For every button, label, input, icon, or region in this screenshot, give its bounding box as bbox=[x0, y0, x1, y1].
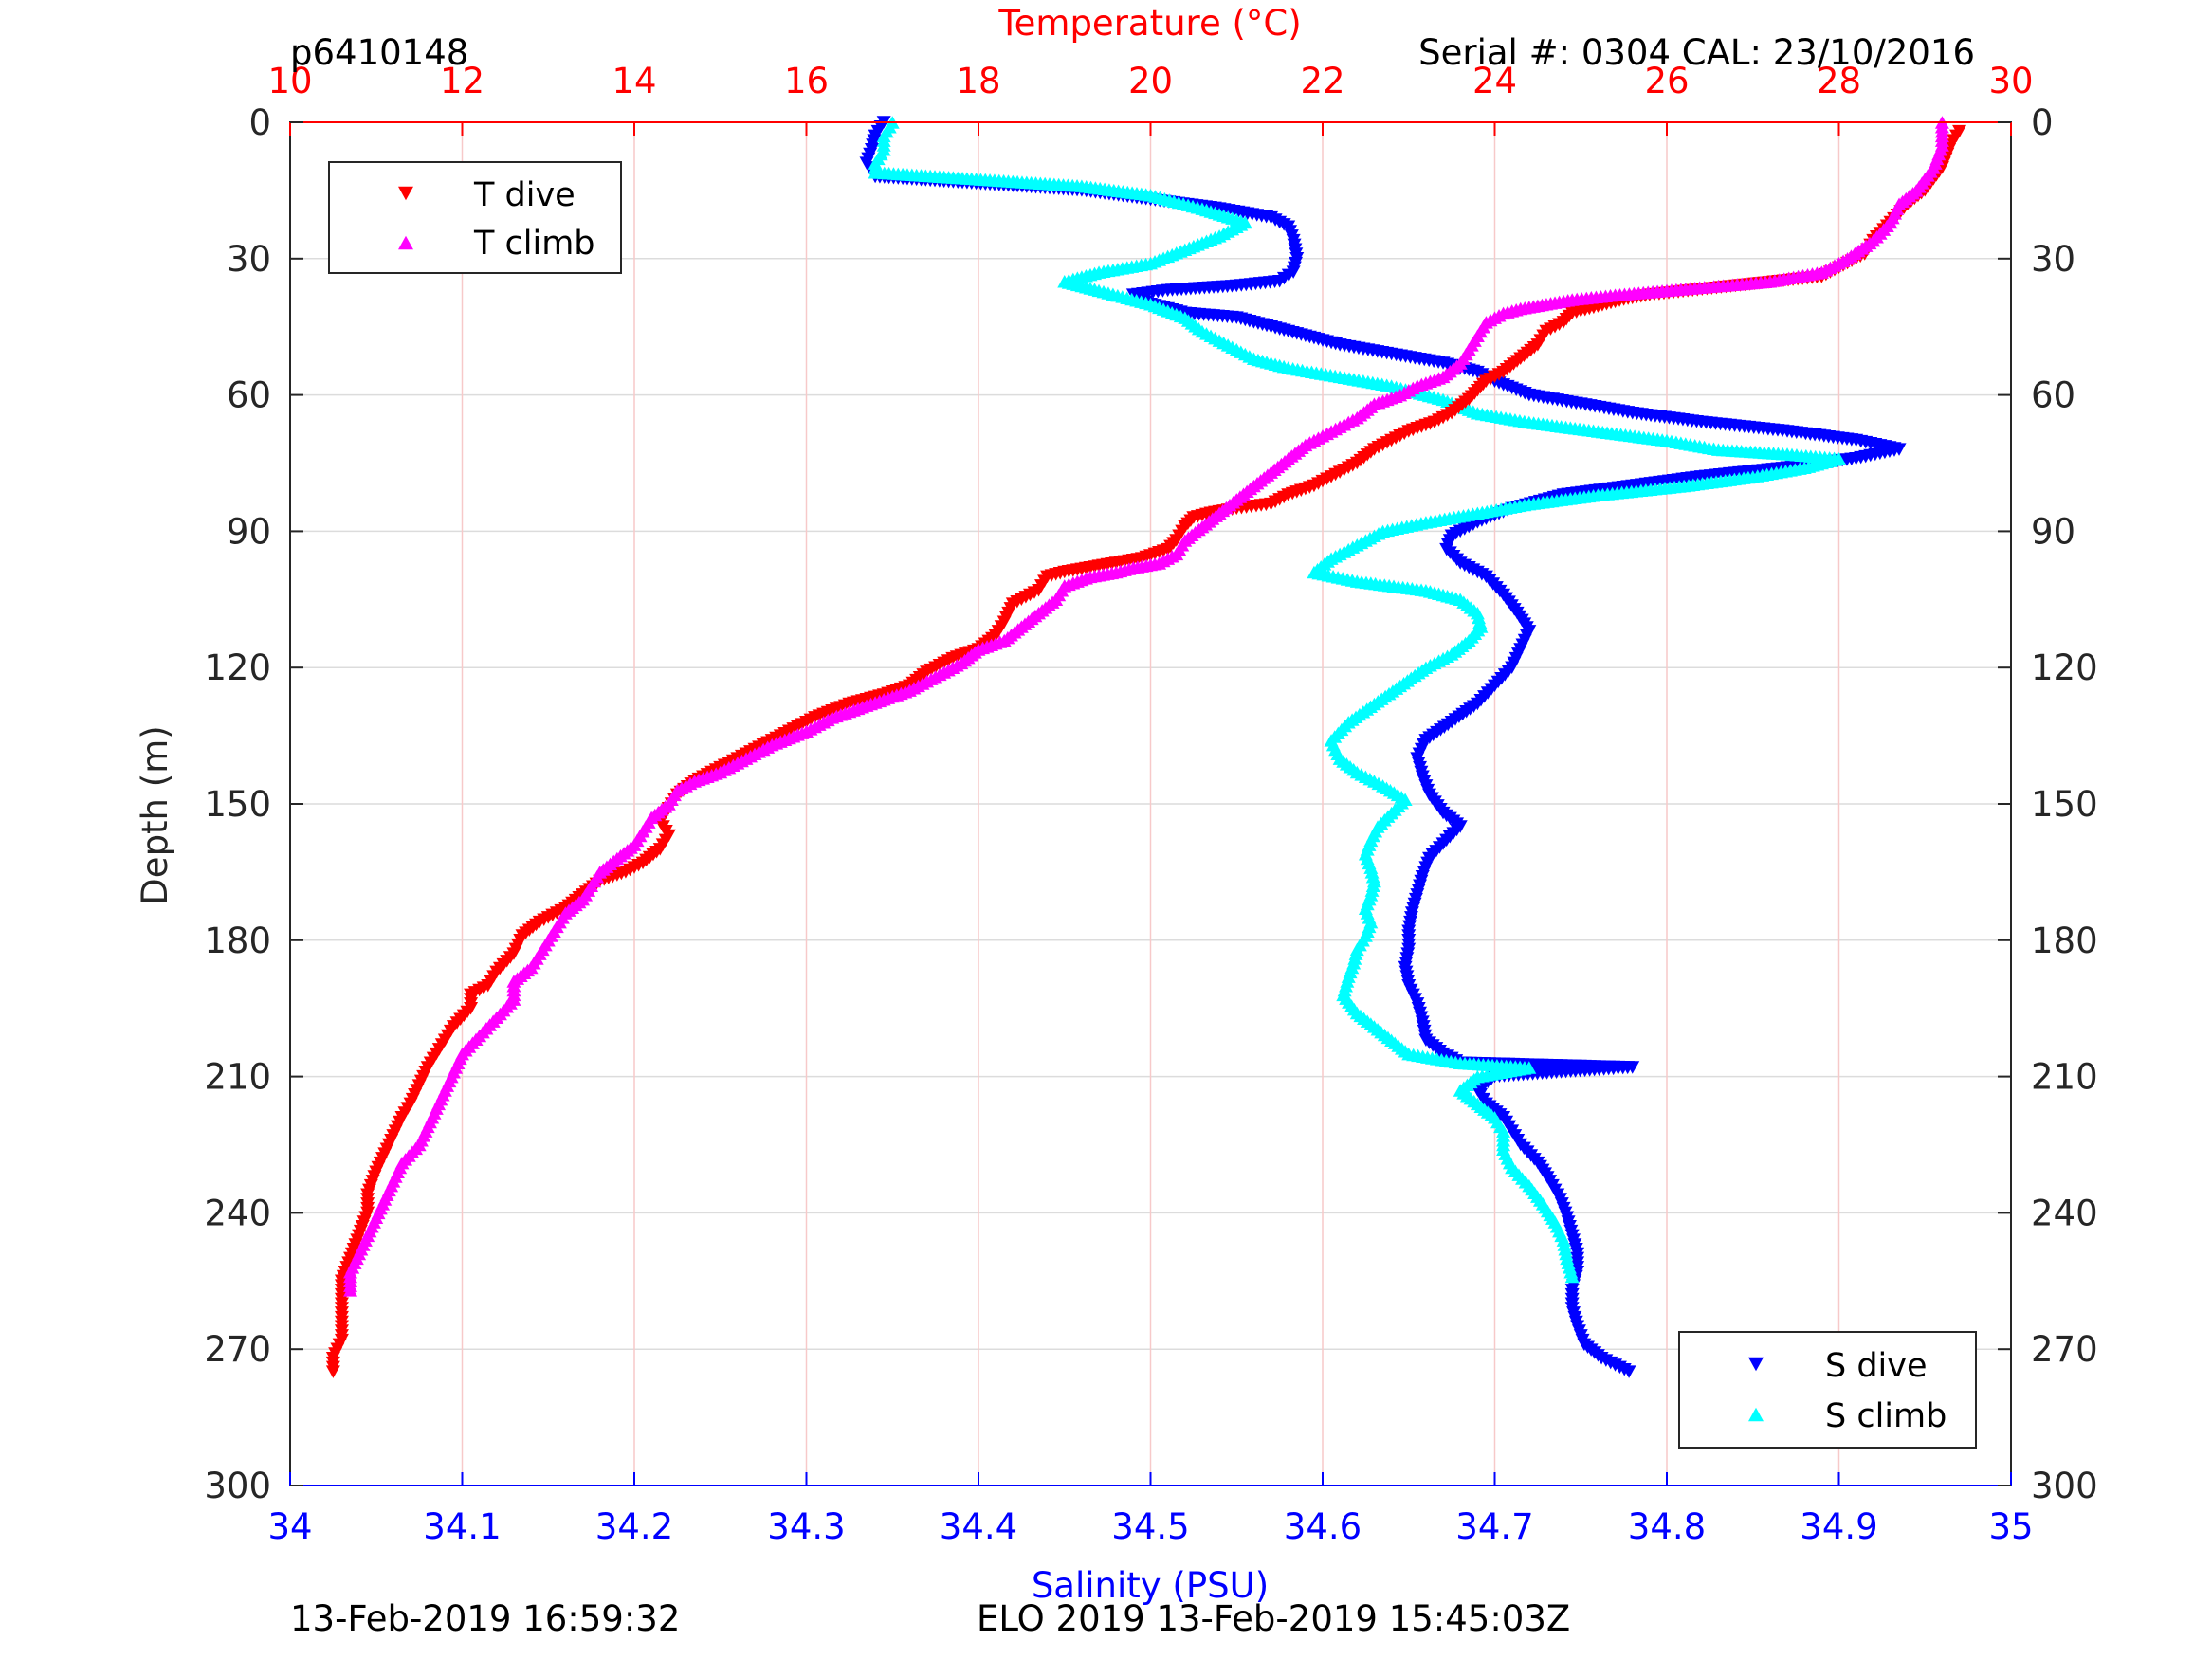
salinity-tick-label: 34.5 bbox=[1111, 1506, 1189, 1547]
salinity-tick-label: 34.9 bbox=[1800, 1506, 1877, 1547]
depth-tick-label-right: 300 bbox=[2031, 1466, 2098, 1506]
depth-axis-right: 0 30 60 90 120 150 180 210 240 270 300 bbox=[1998, 102, 2098, 1506]
salinity-tick-label: 34.3 bbox=[767, 1506, 845, 1547]
temperature-tick-label: 26 bbox=[1644, 61, 1689, 101]
depth-tick-label-left: 150 bbox=[204, 784, 271, 825]
data-point bbox=[1621, 1365, 1636, 1378]
temperature-tick-label: 12 bbox=[440, 61, 484, 101]
temperature-tick-label: 16 bbox=[784, 61, 829, 101]
depth-tick-label-right: 90 bbox=[2031, 511, 2075, 552]
series-s-climb bbox=[868, 116, 1846, 1284]
salinity-tick-label: 35 bbox=[1988, 1506, 2033, 1547]
salinity-tick-label: 34.1 bbox=[423, 1506, 501, 1547]
legend-marker-s-climb bbox=[1748, 1407, 1764, 1422]
salinity-axis: 34 34.1 34.2 34.3 34.4 34.5 34.6 34.7 34.8 34.9 35 bbox=[267, 1472, 2034, 1547]
depth-tick-label-right: 120 bbox=[2031, 647, 2098, 688]
salinity-tick-label: 34.6 bbox=[1284, 1506, 1362, 1547]
footer-mission: ELO 2019 13-Feb-2019 15:45:03Z bbox=[977, 1598, 1570, 1639]
salinity-tick-label: 34.7 bbox=[1455, 1506, 1533, 1547]
temperature-tick-label: 14 bbox=[612, 61, 656, 101]
depth-tick-label-right: 150 bbox=[2031, 784, 2098, 825]
legend-salinity: S dive S climb bbox=[1678, 1331, 1977, 1449]
temperature-axis: 10 12 14 16 18 20 22 24 26 28 30 bbox=[267, 61, 2034, 136]
legend-entry-s-dive: S dive bbox=[1825, 1347, 1928, 1385]
salinity-tick-label: 34.8 bbox=[1628, 1506, 1706, 1547]
data-point bbox=[1564, 1269, 1580, 1284]
grid bbox=[290, 122, 2011, 1486]
temperature-axis-label: Temperature (°C) bbox=[997, 3, 1301, 44]
depth-tick-label-left: 300 bbox=[204, 1466, 271, 1506]
depth-tick-label-left: 90 bbox=[227, 511, 271, 552]
legend-entry-s-climb: S climb bbox=[1825, 1397, 1947, 1435]
depth-tick-label-right: 240 bbox=[2031, 1193, 2098, 1233]
temperature-tick-label: 28 bbox=[1817, 61, 1861, 101]
depth-tick-label-left: 210 bbox=[204, 1057, 271, 1098]
legend-marker-t-climb bbox=[398, 235, 413, 250]
legend-temperature-box bbox=[328, 161, 622, 274]
temperature-tick-label: 10 bbox=[267, 61, 312, 101]
depth-tick-label-right: 30 bbox=[2031, 239, 2075, 280]
legend-entry-t-dive: T dive bbox=[473, 176, 576, 214]
legend-marker-s-dive bbox=[1748, 1357, 1764, 1372]
salinity-tick-label: 34.2 bbox=[595, 1506, 673, 1547]
salinity-tick-label: 34.4 bbox=[940, 1506, 1017, 1547]
data-point bbox=[325, 1365, 340, 1378]
temperature-tick-label: 30 bbox=[1988, 61, 2033, 101]
depth-tick-label-left: 0 bbox=[248, 102, 271, 143]
depth-tick-label-left: 180 bbox=[204, 921, 271, 961]
series-layer bbox=[325, 116, 1967, 1378]
temperature-tick-label: 22 bbox=[1300, 61, 1344, 101]
serial-calibration: Serial #: 0304 CAL: 23/10/2016 bbox=[1418, 32, 1975, 73]
legend-marker-t-dive bbox=[398, 186, 413, 201]
depth-tick-label-left: 270 bbox=[204, 1329, 271, 1370]
depth-tick-label-left: 60 bbox=[227, 375, 271, 416]
depth-tick-label-right: 60 bbox=[2031, 375, 2075, 416]
depth-tick-label-right: 0 bbox=[2031, 102, 2054, 143]
salinity-tick-label: 34 bbox=[267, 1506, 312, 1547]
depth-axis-left: 0 30 60 90 120 150 180 210 240 270 300 bbox=[204, 102, 303, 1506]
legend-entry-t-climb: T climb bbox=[473, 225, 595, 263]
depth-tick-label-right: 270 bbox=[2031, 1329, 2098, 1370]
depth-axis-label: Depth (m) bbox=[135, 725, 175, 904]
profile-id: p6410148 bbox=[290, 32, 468, 73]
temperature-tick-label: 24 bbox=[1472, 61, 1517, 101]
depth-tick-label-right: 180 bbox=[2031, 921, 2098, 961]
depth-tick-label-right: 210 bbox=[2031, 1057, 2098, 1098]
temperature-tick-label: 20 bbox=[1128, 61, 1173, 101]
series-t-climb bbox=[343, 116, 1949, 1297]
depth-tick-label-left: 240 bbox=[204, 1193, 271, 1233]
footer-timestamp: 13-Feb-2019 16:59:32 bbox=[290, 1598, 680, 1639]
temperature-tick-label: 18 bbox=[956, 61, 1000, 101]
data-point bbox=[343, 1284, 358, 1297]
depth-tick-label-left: 30 bbox=[227, 239, 271, 280]
legend-temperature: T dive T climb bbox=[328, 161, 622, 274]
salinity-axis-label: Salinity (PSU) bbox=[1032, 1565, 1269, 1606]
legend-salinity-box bbox=[1678, 1331, 1977, 1449]
depth-tick-label-left: 120 bbox=[204, 647, 271, 688]
